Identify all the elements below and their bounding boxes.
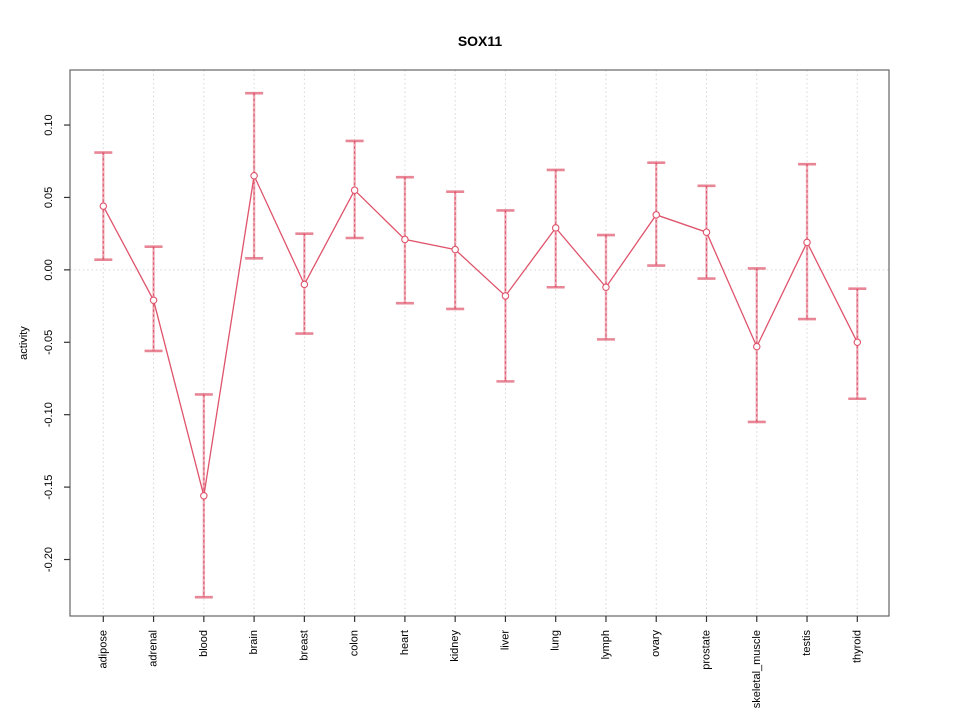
y-tick-label: -0.05 — [43, 330, 55, 355]
y-tick-label: 0.05 — [43, 187, 55, 208]
y-tick-label: -0.20 — [43, 547, 55, 572]
x-axis: adipose adrenal blood brain breast colon heart… — [97, 616, 863, 708]
x-tick-label: brain — [248, 630, 260, 654]
x-tick-label: lymph — [600, 630, 612, 659]
data-point-breast — [300, 280, 309, 289]
data-point-adrenal — [149, 296, 158, 305]
gridlines — [70, 70, 889, 616]
x-tick-label: heart — [399, 630, 411, 655]
x-tick-label: kidney — [449, 630, 461, 662]
data-point-prostate — [702, 228, 711, 236]
x-tick-label: thyroid — [851, 630, 863, 663]
x-tick-label: skeletal_muscle — [751, 630, 763, 708]
x-tick-label: colon — [349, 630, 361, 656]
data-point-lung — [551, 224, 560, 232]
data-point-testis — [803, 238, 811, 247]
y-tick-label: -0.15 — [43, 475, 55, 500]
data-point-thyroid — [853, 338, 862, 347]
y-tick-label: 0.00 — [43, 259, 55, 280]
x-tick-label: testis — [801, 630, 813, 656]
data-point-adipose — [99, 202, 108, 210]
plot-box — [69, 69, 890, 617]
x-tick-label: adrenal — [148, 630, 160, 667]
series-line — [102, 173, 858, 496]
x-tick-label: prostate — [701, 630, 713, 670]
data-point-liver — [501, 292, 510, 300]
data-point-heart — [401, 235, 409, 244]
y-tick-label: -0.10 — [43, 402, 55, 427]
data-point-blood — [200, 492, 208, 500]
x-tick-label: breast — [298, 630, 310, 661]
data-point-lymph — [602, 283, 610, 291]
x-tick-label: ovary — [650, 630, 662, 657]
data-point-brain — [250, 171, 258, 180]
x-tick-label: blood — [198, 630, 210, 657]
data-point-ovary — [652, 211, 660, 219]
x-tick-label: lung — [550, 630, 562, 651]
data-point-kidney — [451, 245, 459, 254]
data-point-skeletal_muscle — [753, 342, 761, 351]
chart-title: SOX11 — [458, 33, 503, 49]
y-axis-label: activity — [18, 326, 30, 360]
data-point-colon — [350, 186, 359, 194]
x-tick-label: liver — [499, 630, 511, 651]
y-axis: 0.10 0.05 0.00 -0.05 -0.10 -0.15 -0.20 — [43, 114, 70, 572]
data-points — [99, 171, 862, 500]
error-bars — [94, 91, 867, 599]
x-tick-label: adipose — [97, 630, 109, 669]
y-tick-label: 0.10 — [43, 114, 55, 135]
